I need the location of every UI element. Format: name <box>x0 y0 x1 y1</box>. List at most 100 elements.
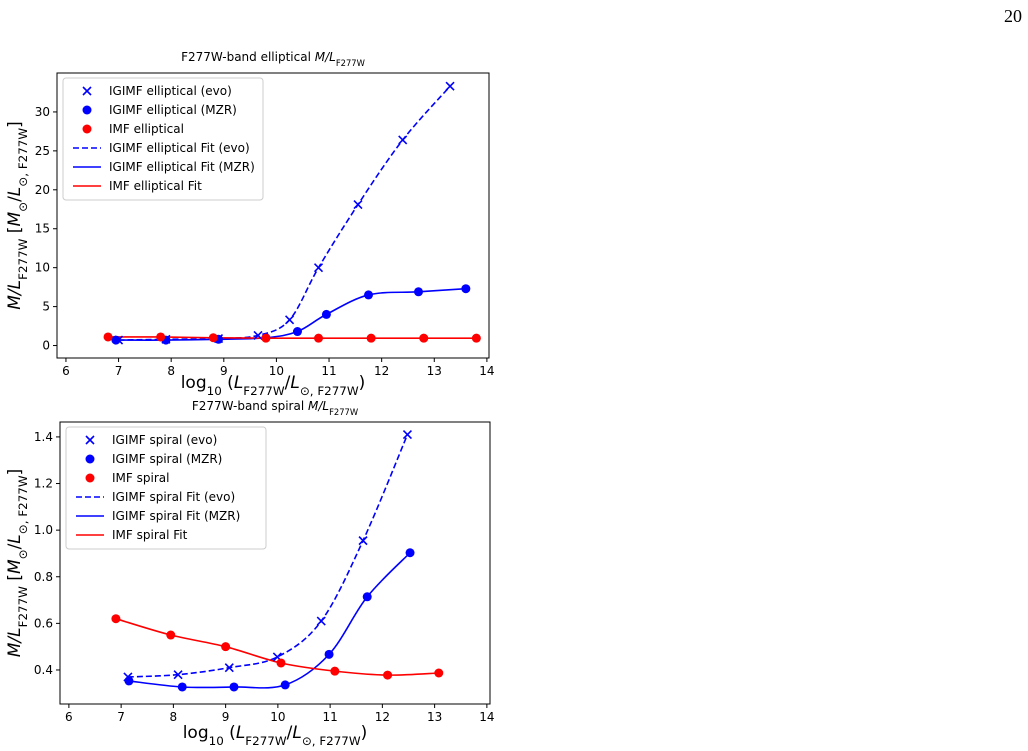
y-axis-label: M/LF277W [M⊙/L⊙, F277W] <box>5 469 30 658</box>
dot-marker <box>221 642 231 652</box>
legend-label: IGIMF spiral Fit (MZR) <box>112 509 240 523</box>
legend-label: IMF elliptical <box>109 122 184 136</box>
dot-marker <box>314 333 324 343</box>
y-axis-label-part: [ <box>5 574 25 586</box>
axes-frame <box>56 72 490 359</box>
x-tick-label: 11 <box>322 710 337 724</box>
y-tick-label: 1.4 <box>34 430 53 444</box>
chart-title: F277W-band elliptical M/LF277W <box>181 50 365 68</box>
x-marker <box>353 200 363 210</box>
x-axis-label-part: 10 <box>207 384 222 398</box>
x-marker <box>398 135 408 145</box>
x-tick-label: 7 <box>117 710 125 724</box>
x-tick-label: 11 <box>321 364 336 378</box>
x-tick-label: 8 <box>167 364 175 378</box>
dot-marker <box>383 670 393 680</box>
x-tick-label: 13 <box>427 710 442 724</box>
dot-marker <box>321 309 331 319</box>
dot-marker <box>111 614 121 624</box>
y-tick-label: 10 <box>35 261 50 275</box>
x-tick-label: 12 <box>374 364 389 378</box>
x-axis-label-part: / <box>285 373 291 393</box>
dot-marker <box>324 649 334 659</box>
y-axis-label-part: M <box>5 559 25 574</box>
y-axis-label-part: ⊙ <box>16 549 30 559</box>
y-axis-label-part: F277W <box>16 586 30 628</box>
y-tick-label: 30 <box>35 105 50 119</box>
x-tick-label: 14 <box>479 710 494 724</box>
x-marker <box>316 616 326 626</box>
x-marker <box>253 330 263 340</box>
dot-marker <box>156 332 166 342</box>
x-tick-label: 7 <box>115 364 123 378</box>
legend-label: IMF elliptical Fit <box>109 179 202 193</box>
y-tick-label: 1.2 <box>34 477 53 491</box>
x-tick-label: 6 <box>65 710 73 724</box>
dot-marker <box>103 332 113 342</box>
x-axis-label-part: log <box>183 723 209 743</box>
x-axis-label-part: ⊙, F277W <box>302 734 361 748</box>
dot-marker <box>292 327 302 337</box>
y-tick-label: 1.0 <box>34 523 53 537</box>
dot-marker <box>434 668 444 678</box>
axes-frame <box>59 421 491 705</box>
legend-label: IGIMF elliptical (MZR) <box>109 103 237 117</box>
legend-label: IMF spiral <box>112 471 169 485</box>
dot-marker <box>177 682 187 692</box>
dot-marker <box>413 287 423 297</box>
legend-box <box>62 77 264 201</box>
legend-label: IGIMF elliptical Fit (MZR) <box>109 160 255 174</box>
x-marker <box>173 670 183 680</box>
chart-title-part: F277W <box>329 407 358 417</box>
y-axis-label-part: [ <box>5 227 25 239</box>
dot-marker <box>366 333 376 343</box>
y-axis-label-part: ⊙ <box>16 202 30 212</box>
x-tick-label: 12 <box>375 710 390 724</box>
x-marker <box>358 536 368 546</box>
legend-dot <box>82 105 92 115</box>
legend-x <box>82 86 92 96</box>
y-tick-label: 25 <box>35 144 50 158</box>
dot-marker <box>471 333 481 343</box>
chart-title-part: F277W-band elliptical <box>181 50 315 64</box>
dot-marker <box>362 592 372 602</box>
dot-marker <box>124 676 134 686</box>
chart-title-part: F277W-band spiral <box>192 399 308 413</box>
x-marker <box>402 430 413 440</box>
x-tick-label: 9 <box>220 364 228 378</box>
x-tick-label: 10 <box>270 710 285 724</box>
dot-marker <box>364 290 374 300</box>
y-tick-label: 0.8 <box>34 570 53 584</box>
legend-label: IGIMF spiral Fit (evo) <box>112 490 235 504</box>
y-axis-label-part: / <box>5 196 25 202</box>
dot-marker <box>261 333 271 343</box>
y-axis-label-part: M/L <box>5 627 25 657</box>
dot-marker <box>111 335 121 345</box>
x-axis-label-part: ) <box>359 373 366 393</box>
y-axis-label-part: L <box>5 534 25 543</box>
y-axis-label: M/LF277W [M⊙/L⊙, F277W] <box>5 121 30 310</box>
x-marker <box>224 663 234 673</box>
x-tick-label: 9 <box>222 710 230 724</box>
chart-title-part: M/L <box>308 399 329 413</box>
x-tick-label: 10 <box>269 364 284 378</box>
y-tick-label: 0.6 <box>34 616 53 630</box>
x-tick-label: 6 <box>62 364 70 378</box>
x-marker <box>445 81 455 91</box>
dot-marker <box>330 666 340 676</box>
legend-label: IGIMF spiral (evo) <box>112 433 217 447</box>
dot-marker <box>166 630 176 640</box>
x-marker <box>285 315 295 325</box>
y-axis-label-part: M/L <box>5 280 25 310</box>
x-axis-label-part: L <box>236 723 245 743</box>
y-tick-label: 15 <box>35 222 50 236</box>
y-axis-label-part: ⊙, F277W <box>16 128 30 187</box>
dot-marker <box>208 333 218 343</box>
x-axis-label-part: L <box>292 723 301 743</box>
x-axis-label-part: 10 <box>209 734 224 748</box>
x-axis-label-part: L <box>290 373 299 393</box>
y-axis-label-part: L <box>5 187 25 196</box>
x-marker <box>313 263 324 273</box>
x-tick-label: 13 <box>427 364 442 378</box>
